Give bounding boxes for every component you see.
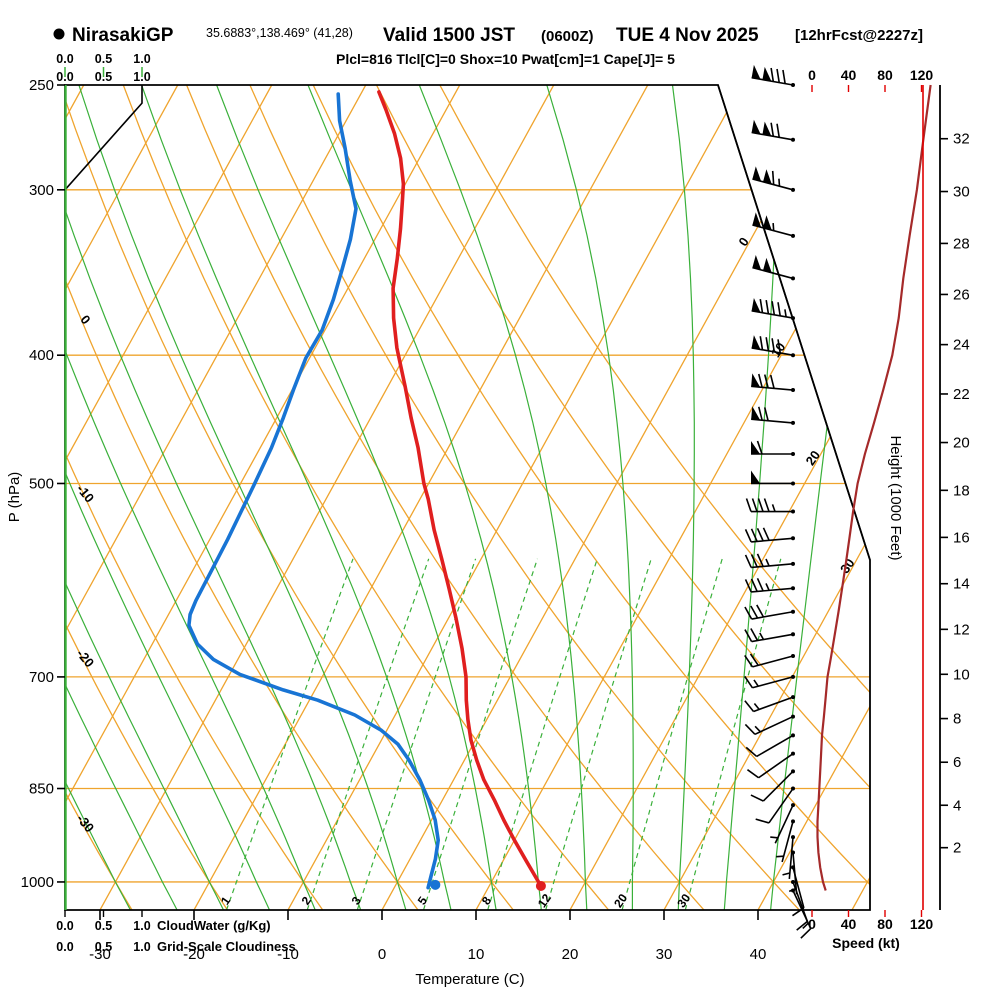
svg-text:1000: 1000 (21, 874, 54, 891)
svg-text:0: 0 (808, 67, 816, 83)
pressure-axis: 250 300 400 500 700 850 1000 P (hPa) (6, 77, 65, 891)
svg-text:1.0: 1.0 (133, 70, 150, 84)
svg-text:CloudWater (g/Kg): CloudWater (g/Kg) (157, 918, 271, 933)
svg-text:700: 700 (29, 669, 54, 686)
svg-text:12: 12 (953, 621, 970, 638)
sounding-indices: Plcl=816 Tlcl[C]=0 Shox=10 Pwat[cm]=1 Ca… (336, 51, 675, 67)
grid-isobars (65, 189, 870, 883)
svg-text:8: 8 (479, 894, 494, 908)
valid-date: TUE 4 Nov 2025 (616, 25, 759, 46)
svg-text:Speed (kt): Speed (kt) (832, 935, 900, 951)
wind-barbs (744, 64, 812, 939)
surface-dots (430, 879, 546, 891)
svg-text:0: 0 (808, 916, 816, 932)
grid-isotherms (65, 85, 870, 910)
svg-text:-30: -30 (89, 946, 111, 963)
svg-text:Grid-Scale Cloudiness: Grid-Scale Cloudiness (157, 939, 296, 954)
grid-moist-adiabats (65, 85, 868, 910)
svg-text:14: 14 (953, 576, 970, 593)
svg-text:1.0: 1.0 (133, 919, 150, 933)
svg-text:40: 40 (841, 916, 857, 932)
svg-text:-20: -20 (74, 646, 98, 670)
grid-dry-adiabats (65, 85, 870, 910)
svg-text:120: 120 (910, 67, 934, 83)
svg-text:40: 40 (841, 67, 857, 83)
svg-text:Height (1000 Feet): Height (1000 Feet) (887, 435, 904, 560)
svg-text:18: 18 (953, 482, 970, 499)
svg-text:16: 16 (953, 529, 970, 546)
svg-text:0.5: 0.5 (95, 52, 112, 66)
speed-axis: 0 0 40 40 80 80 120 120 Speed (kt) (808, 67, 933, 951)
svg-text:30: 30 (837, 556, 858, 576)
svg-text:30: 30 (674, 891, 693, 910)
svg-text:32: 32 (953, 131, 970, 148)
svg-text:6: 6 (953, 754, 961, 771)
svg-text:24: 24 (953, 337, 970, 354)
svg-text:2: 2 (299, 894, 314, 908)
speed-profile-curve (816, 84, 932, 891)
svg-text:4: 4 (953, 797, 961, 814)
plot-area: 1 2 3 5 8 12 20 300-10-20-300102030250300400500… (6, 52, 970, 988)
station-name: NirasakiGP (72, 25, 174, 46)
svg-text:5: 5 (415, 894, 430, 908)
svg-text:0: 0 (378, 946, 386, 963)
svg-text:20: 20 (611, 891, 630, 910)
svg-text:-20: -20 (183, 946, 205, 963)
svg-text:20: 20 (803, 448, 824, 468)
grid-mixing-ratio (225, 558, 782, 910)
forecast-tag: [12hrFcst@2227z] (795, 27, 923, 44)
surface-dewpoint-dot (430, 879, 441, 890)
svg-text:120: 120 (910, 916, 934, 932)
svg-text:1.0: 1.0 (133, 52, 150, 66)
svg-text:80: 80 (877, 67, 893, 83)
svg-text:3: 3 (349, 894, 364, 908)
svg-text:0.0: 0.0 (56, 52, 73, 66)
cloud-scales: 0.0 0.0 0.5 0.5 1.0 1.0 0.0 0.0 0.5 0.5 1.0 1.0 Clou… (56, 52, 295, 954)
temperature-curve (377, 90, 543, 888)
svg-text:0.5: 0.5 (95, 70, 112, 84)
svg-text:2: 2 (953, 840, 961, 857)
svg-text:22: 22 (953, 386, 970, 403)
svg-text:8: 8 (953, 711, 961, 728)
svg-text:80: 80 (877, 916, 893, 932)
svg-text:0.5: 0.5 (95, 919, 112, 933)
svg-text:1.0: 1.0 (133, 940, 150, 954)
svg-text:P (hPa): P (hPa) (6, 472, 23, 523)
svg-text:0.0: 0.0 (56, 940, 73, 954)
svg-text:250: 250 (29, 77, 54, 94)
svg-text:1: 1 (218, 894, 233, 908)
svg-text:40: 40 (750, 946, 767, 963)
valid-utc: (0600Z) (541, 28, 594, 45)
svg-text:26: 26 (953, 286, 970, 303)
surface-temperature-dot (535, 880, 546, 891)
dewpoint-curve (187, 92, 440, 890)
svg-text:20: 20 (953, 435, 970, 452)
svg-text:20: 20 (562, 946, 579, 963)
svg-text:0.5: 0.5 (95, 940, 112, 954)
svg-text:0.0: 0.0 (56, 919, 73, 933)
svg-text:30: 30 (953, 184, 970, 201)
svg-text:28: 28 (953, 235, 970, 252)
svg-text:12: 12 (535, 891, 554, 910)
chart-header: NirasakiGP 35.6883°,138.469° (41,28) Val… (53, 25, 923, 67)
temperature-axis: -30 -20 -10 0 10 20 30 40 Temperature (C) (89, 910, 766, 988)
svg-text:10: 10 (468, 946, 485, 963)
valid-time: Valid 1500 JST (383, 25, 515, 46)
station-coords: 35.6883°,138.469° (41,28) (206, 26, 353, 40)
svg-text:500: 500 (29, 475, 54, 492)
svg-text:850: 850 (29, 781, 54, 798)
svg-text:30: 30 (656, 946, 673, 963)
grid (65, 85, 870, 910)
svg-text:Temperature (C): Temperature (C) (415, 971, 524, 988)
cloudiness-profile (64, 85, 143, 191)
svg-text:300: 300 (29, 182, 54, 199)
svg-text:400: 400 (29, 347, 54, 364)
svg-text:0: 0 (735, 234, 751, 249)
svg-text:10: 10 (953, 666, 970, 683)
svg-text:0.0: 0.0 (56, 70, 73, 84)
station-bullet-icon (53, 28, 65, 40)
svg-text:-10: -10 (277, 946, 299, 963)
